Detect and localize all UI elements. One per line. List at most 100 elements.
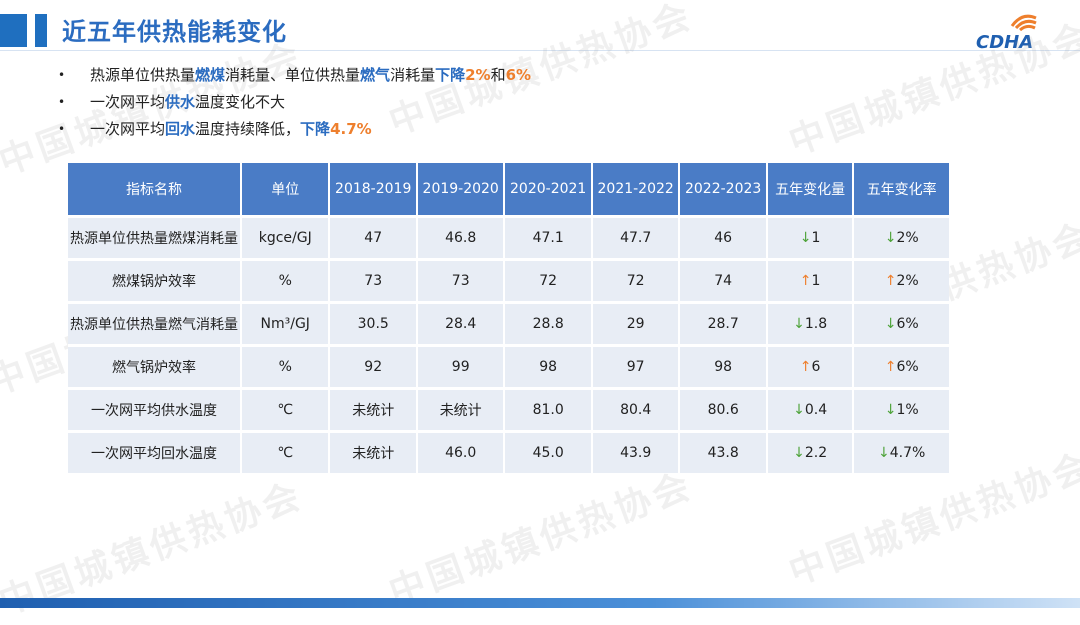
table-cell-v5: 46 xyxy=(679,215,768,260)
bullet-text-part: 消耗量、单位供热量 xyxy=(225,66,361,84)
table-cell-v2: 46.0 xyxy=(416,430,506,473)
table-cell-unit: ℃ xyxy=(240,387,331,432)
table-cell-v5: 28.7 xyxy=(679,301,768,346)
header-indicator-name: 指标名称 xyxy=(68,163,242,217)
bullet-item: • 一次网平均供水温度变化不大 xyxy=(58,89,531,116)
bullet-text-part: 消耗量 xyxy=(390,66,436,84)
bullet-text-part: 下降 xyxy=(435,66,466,84)
table-cell-name: 一次网平均回水温度 xyxy=(68,430,242,473)
header-2018-2019: 2018-2019 xyxy=(329,163,418,217)
bullet-text-part: 温度变化不大 xyxy=(195,93,286,111)
table-cell-rate: ↓2% xyxy=(853,215,949,260)
arrow-down-icon: ↓ xyxy=(884,402,897,418)
table-cell-v2: 28.4 xyxy=(416,301,506,346)
bullet-text-part: 和 xyxy=(490,66,506,84)
table-cell-v3: 28.8 xyxy=(504,301,593,346)
bullet-text-part: 燃煤 xyxy=(195,66,226,84)
title-accent-bar xyxy=(0,14,27,47)
table-cell-v5: 80.6 xyxy=(679,387,768,432)
title-accent-bar-small xyxy=(35,14,47,47)
table-cell-v2: 99 xyxy=(416,344,506,389)
table-cell-change: ↓2.2 xyxy=(766,430,855,473)
table-cell-v4: 97 xyxy=(591,344,681,389)
bullet-text-part: 回水 xyxy=(165,120,196,138)
table-cell-name: 热源单位供热量燃气消耗量 xyxy=(68,301,242,346)
table-cell-v5: 98 xyxy=(679,344,768,389)
arrow-down-icon: ↓ xyxy=(793,445,805,461)
table-cell-v3: 47.1 xyxy=(504,215,593,260)
bullet-list: • 热源单位供热量燃煤消耗量、单位供热量燃气消耗量下降2%和6% • 一次网平均供水温… xyxy=(58,62,531,143)
table-cell-v1: 92 xyxy=(329,344,418,389)
table-cell-v3: 81.0 xyxy=(504,387,593,432)
table-cell-v4: 43.9 xyxy=(591,430,681,473)
table-cell-v1: 47 xyxy=(329,215,418,260)
footer-band xyxy=(0,598,1080,608)
arrow-down-icon: ↓ xyxy=(799,230,812,246)
table-cell-v1: 73 xyxy=(329,258,418,303)
header-five-year-change: 五年变化量 xyxy=(766,163,855,217)
table-cell-v4: 29 xyxy=(591,301,681,346)
table-cell-v3: 45.0 xyxy=(504,430,593,473)
table-cell-unit: ℃ xyxy=(240,430,331,473)
header-2022-2023: 2022-2023 xyxy=(679,163,768,217)
watermark-text: 中国城镇供热协会 xyxy=(383,465,699,614)
arrow-down-icon: ↓ xyxy=(793,402,805,418)
table-cell-v3: 72 xyxy=(504,258,593,303)
title-divider xyxy=(0,50,1080,51)
table-cell-v5: 43.8 xyxy=(679,430,768,473)
table-cell-change: ↓1.8 xyxy=(766,301,855,346)
table-header-row: 指标名称 单位 2018-2019 2019-2020 2020-2021 20… xyxy=(68,163,949,217)
arrow-up-icon: ↑ xyxy=(799,359,812,375)
table-row: 一次网平均供水温度 ℃ 未统计 未统计 81.0 80.4 80.6 ↓0.4 ↓1% xyxy=(68,387,949,432)
energy-table: 指标名称 单位 2018-2019 2019-2020 2020-2021 20… xyxy=(68,163,949,473)
arrow-up-icon: ↑ xyxy=(799,273,812,289)
table-cell-value: 2% xyxy=(896,230,919,246)
table-cell-name: 燃煤锅炉效率 xyxy=(68,258,242,303)
arrow-down-icon: ↓ xyxy=(793,316,805,332)
arrow-down-icon: ↓ xyxy=(884,316,897,332)
table-cell-value: 1 xyxy=(811,230,821,246)
table-cell-v2: 73 xyxy=(416,258,506,303)
table-cell-value: 4.7% xyxy=(889,445,926,461)
table-cell-value: 0.4 xyxy=(804,402,828,418)
bullet-text-part: 供水 xyxy=(165,93,196,111)
table-cell-v4: 72 xyxy=(591,258,681,303)
bullet-item: • 热源单位供热量燃煤消耗量、单位供热量燃气消耗量下降2%和6% xyxy=(58,62,531,89)
table-cell-value: 1 xyxy=(811,273,821,289)
table-cell-v4: 80.4 xyxy=(591,387,681,432)
table-cell-value: 6% xyxy=(896,359,919,375)
bullet-dot: • xyxy=(58,68,66,82)
table-row: 燃气锅炉效率% 92 99 98 97 98 ↑6 ↑6% xyxy=(68,344,949,389)
header-five-year-rate: 五年变化率 xyxy=(853,163,949,217)
table-cell-value: 1% xyxy=(896,402,919,418)
table-cell-name: 燃气锅炉效率 xyxy=(68,344,242,389)
bullet-dot: • xyxy=(58,95,66,109)
logo-text: CDHA xyxy=(976,32,1033,53)
page-title: 近五年供热能耗变化 xyxy=(62,18,287,46)
bullet-text-part: 一次网平均 xyxy=(90,93,166,111)
table-cell-value: 6 xyxy=(811,359,821,375)
table-row: 热源单位供热量燃气消耗量 Nm³/GJ 30.5 28.4 28.8 29 28.7 ↓1.8… xyxy=(68,301,949,346)
table-cell-name: 一次网平均供水温度 xyxy=(68,387,242,432)
bullet-item: • 一次网平均回水温度持续降低，下降4.7% xyxy=(58,116,531,143)
table-cell-v5: 74 xyxy=(679,258,768,303)
table-cell-rate: ↓1% xyxy=(853,387,949,432)
cdha-logo: CDHA xyxy=(976,14,1037,53)
bullet-text-part: 4.7% xyxy=(330,120,372,138)
table-cell-change: ↓0.4 xyxy=(766,387,855,432)
bullet-dot: • xyxy=(58,122,66,136)
arrow-down-icon: ↓ xyxy=(884,230,897,246)
table-cell-value: 2.2 xyxy=(804,445,828,461)
table-cell-v1: 30.5 xyxy=(329,301,418,346)
table-row: 热源单位供热量燃煤消耗量 kgce/GJ 47 46.8 47.1 47.7 46 ↓1 ↓2% xyxy=(68,215,949,260)
table-cell-change: ↓1 xyxy=(766,215,855,260)
table-cell-value: 2% xyxy=(896,273,919,289)
table-cell-rate: ↓4.7% xyxy=(853,430,949,473)
table-cell-rate: ↓6% xyxy=(853,301,949,346)
arrow-up-icon: ↑ xyxy=(884,359,897,375)
table-cell-v2: 未统计 xyxy=(416,387,506,432)
table-row: 燃煤锅炉效率% 73 73 72 72 74 ↑1 ↑2% xyxy=(68,258,949,303)
header-2019-2020: 2019-2020 xyxy=(416,163,506,217)
header-unit: 单位 xyxy=(240,163,331,217)
bullet-text-part: 一次网平均 xyxy=(90,120,166,138)
